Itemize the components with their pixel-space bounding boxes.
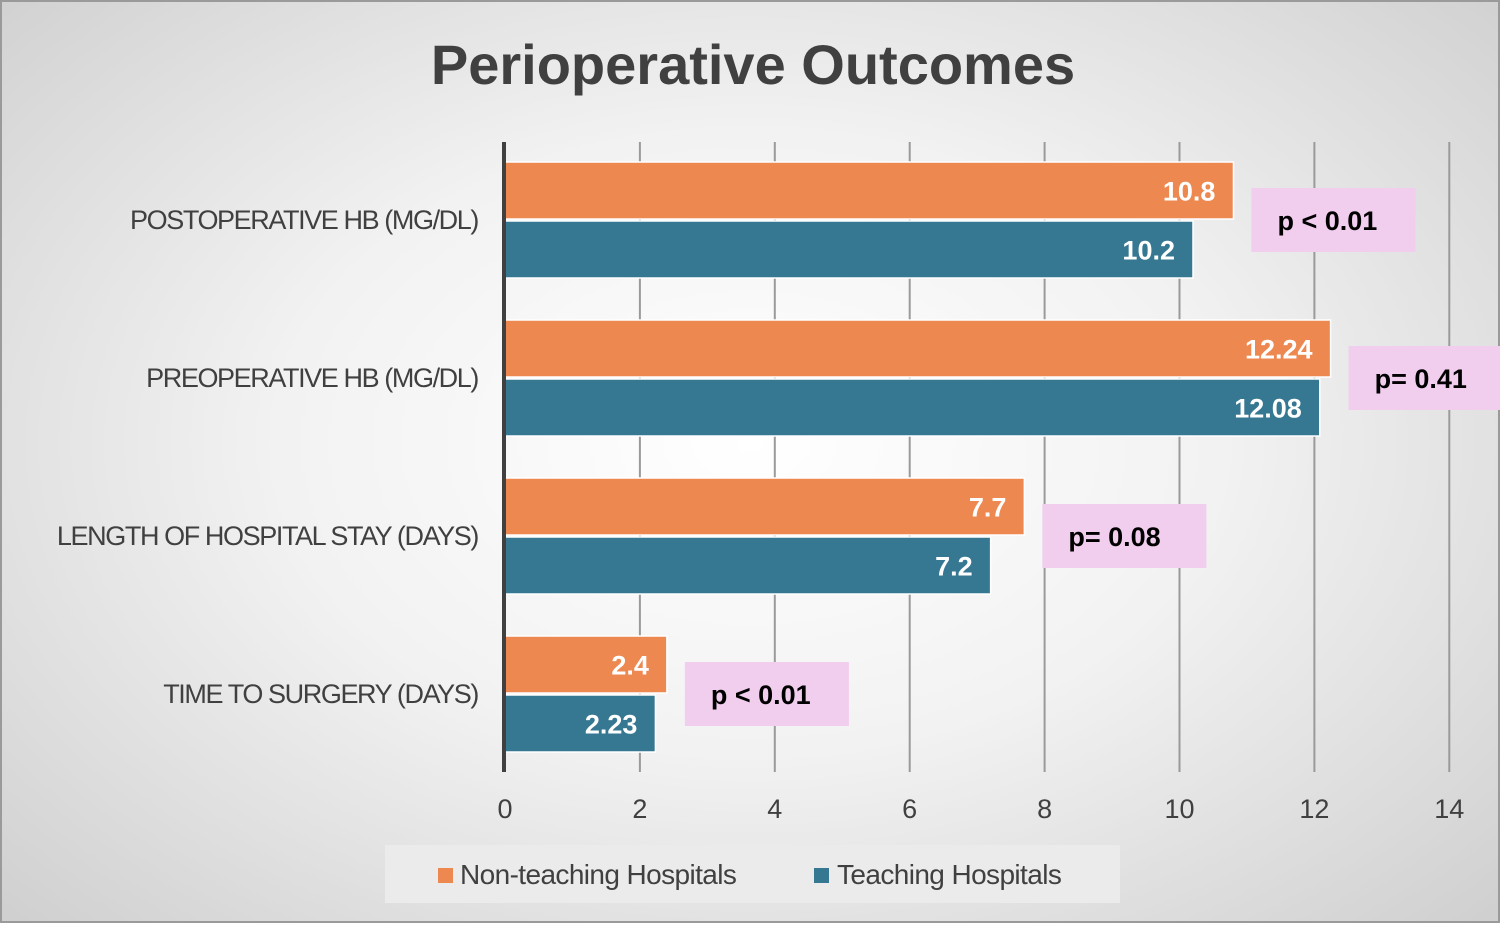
data-label-non-teaching-hospitals-3: 2.4 <box>611 651 649 681</box>
p-value-box-0 <box>1251 188 1416 252</box>
p-value-box-1 <box>1348 346 1500 410</box>
category-label-length-of-hospital-stay-days: LENGTH OF HOSPITAL STAY (DAYS) <box>57 521 478 551</box>
data-label-teaching-hospitals-3: 2.23 <box>585 710 638 740</box>
legend-label-teaching: Teaching Hospitals <box>837 859 1061 890</box>
legend-swatch-teaching <box>814 868 829 883</box>
data-label-teaching-hospitals-0: 10.2 <box>1122 236 1175 266</box>
x-tick-label-8: 8 <box>1037 794 1052 824</box>
x-tick-label-4: 4 <box>767 794 782 824</box>
legend-label-non-teaching: Non-teaching Hospitals <box>460 859 736 890</box>
p-value-text-3: p < 0.01 <box>711 680 811 710</box>
p-value-box-3 <box>684 662 849 726</box>
p-value-annotations: p < 0.01 p= 0.41 p= 0.08 p < 0.01 <box>684 188 1500 726</box>
data-label-non-teaching-hospitals-0: 10.8 <box>1163 177 1216 207</box>
bar-teaching-hospitals-3 <box>504 694 657 753</box>
bar-teaching-hospitals-0 <box>504 220 1194 279</box>
x-tick-label-6: 6 <box>902 794 917 824</box>
bar-non-teaching-hospitals-0 <box>504 161 1235 220</box>
legend-box <box>385 845 1120 903</box>
bar-teaching-hospitals-2 <box>504 536 992 595</box>
category-label-time-to-surgery-days: TIME TO SURGERY (DAYS) <box>163 679 478 709</box>
x-tick-label-12: 12 <box>1299 794 1329 824</box>
data-label-teaching-hospitals-2: 7.2 <box>935 552 973 582</box>
data-label-teaching-hospitals-1: 12.08 <box>1234 394 1302 424</box>
legend-swatch-non-teaching <box>438 868 453 883</box>
bar-non-teaching-hospitals-2 <box>504 477 1026 536</box>
p-value-text-0: p < 0.01 <box>1277 206 1377 236</box>
category-label-postoperative-hb-mg-dl: POSTOPERATIVE HB (MG/DL) <box>130 205 478 235</box>
data-label-non-teaching-hospitals-2: 7.7 <box>969 493 1007 523</box>
bar-non-teaching-hospitals-1 <box>504 319 1332 378</box>
p-value-box-2 <box>1042 504 1207 568</box>
x-axis-ticks: 0 2 4 6 8 10 12 14 <box>497 794 1464 824</box>
p-value-text-1: p= 0.41 <box>1375 364 1467 394</box>
data-label-non-teaching-hospitals-1: 12.24 <box>1245 335 1313 365</box>
x-tick-label-10: 10 <box>1164 794 1194 824</box>
p-value-text-2: p= 0.08 <box>1068 522 1160 552</box>
bar-teaching-hospitals-1 <box>504 378 1321 437</box>
x-tick-label-0: 0 <box>497 794 512 824</box>
category-label-preoperative-hb-mg-dl: PREOPERATIVE HB (MG/DL) <box>146 363 478 393</box>
chart-title: Perioperative Outcomes <box>431 33 1075 96</box>
legend: Non-teaching Hospitals Teaching Hospital… <box>385 845 1120 903</box>
category-labels: POSTOPERATIVE HB (MG/DL) PREOPERATIVE HB … <box>57 205 480 709</box>
x-tick-label-2: 2 <box>632 794 647 824</box>
x-tick-label-14: 14 <box>1434 794 1464 824</box>
bars: 10.8 10.2 12.24 12.08 7.7 7.2 2.4 2.23 <box>504 161 1332 753</box>
